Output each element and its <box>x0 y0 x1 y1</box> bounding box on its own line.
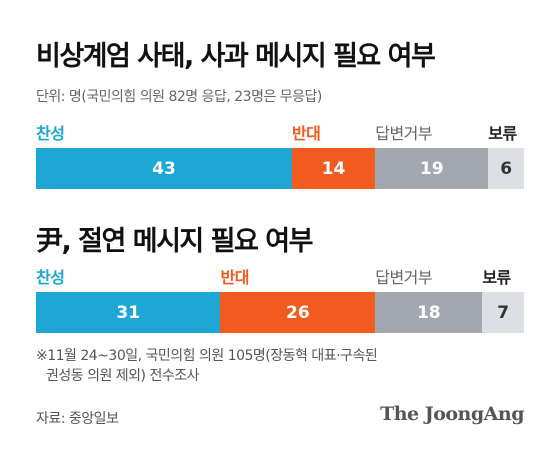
chart1-bar-reserve: 6 <box>488 148 524 189</box>
chart1-category-labels: 찬성 반대 답변거부 보류 <box>36 120 524 148</box>
chart1-value-oppose: 14 <box>321 158 346 179</box>
chart1-value-reserve: 6 <box>500 158 513 179</box>
survey-note: ※11월 24~30일, 국민의힘 의원 105명(장동혁 대표·구속된 권성동… <box>36 346 378 386</box>
chart1-value-refuse: 19 <box>419 158 444 179</box>
chart2-label-approve: 찬성 <box>36 268 65 287</box>
chart1-title: 비상계엄 사태, 사과 메시지 필요 여부 <box>36 41 436 72</box>
chart1-label-reserve: 보류 <box>488 124 517 143</box>
chart2-bar-refuse: 18 <box>375 292 483 333</box>
chart2-value-approve: 31 <box>116 302 141 323</box>
chart1-label-approve: 찬성 <box>36 124 65 143</box>
chart2-bar-oppose: 26 <box>220 292 376 333</box>
chart2-bar-approve: 31 <box>36 292 221 333</box>
note-line-2: 권성동 의원 제외) 전수조사 <box>46 368 200 384</box>
chart2-stacked-bar: 찬성 반대 답변거부 보류 31 26 18 7 <box>36 264 524 333</box>
note-line-1: ※11월 24~30일, 국민의힘 의원 105명(장동혁 대표·구속된 <box>36 348 378 364</box>
chart2-bar-row: 31 26 18 7 <box>36 292 524 333</box>
chart2-label-refuse: 답변거부 <box>375 268 433 287</box>
chart1-value-approve: 43 <box>152 158 176 179</box>
chart1-stacked-bar: 찬성 반대 답변거부 보류 43 14 19 6 <box>36 120 524 189</box>
chart2-value-oppose: 26 <box>286 302 310 323</box>
chart2-label-oppose: 반대 <box>220 268 249 287</box>
chart2-bar-reserve: 7 <box>482 292 524 333</box>
chart1-label-refuse: 답변거부 <box>375 124 433 143</box>
chart1-label-oppose: 반대 <box>291 124 321 143</box>
chart2-label-reserve: 보류 <box>482 268 511 287</box>
chart2-value-refuse: 18 <box>416 302 441 323</box>
unit-note: 단위: 명(국민의힘 의원 82명 응답, 23명은 무응답) <box>36 89 322 105</box>
chart1-bar-oppose: 14 <box>291 148 376 189</box>
brand-logo: The JoongAng <box>380 403 524 425</box>
chart2-value-reserve: 7 <box>497 302 510 323</box>
chart1-bar-row: 43 14 19 6 <box>36 148 524 189</box>
chart1-bar-approve: 43 <box>36 148 292 189</box>
chart1-bar-refuse: 19 <box>375 148 489 189</box>
chart2-category-labels: 찬성 반대 답변거부 보류 <box>36 264 524 292</box>
chart2-title: 尹, 절연 메시지 필요 여부 <box>36 226 313 257</box>
source-label: 자료: 중앙일보 <box>36 411 119 427</box>
